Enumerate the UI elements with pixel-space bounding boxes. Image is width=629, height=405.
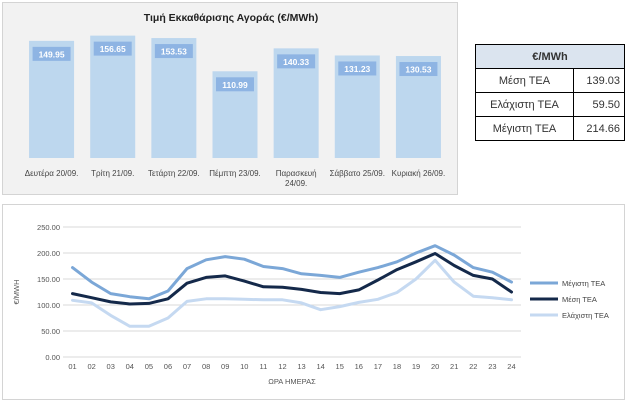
x-tick-label: 17 [374,362,382,371]
x-tick-label: 09 [221,362,229,371]
bar-chart-title: Τιμή Εκκαθάρισης Αγοράς (€/MWh) [144,12,318,24]
bar-label-box [216,77,254,92]
stats-row-mean: Μέση ΤΕΑ 139.03 [475,68,625,93]
bar-value-label: 153.53 [161,47,187,57]
bar-category-label: Πέμπτη 23/09. [209,169,261,178]
x-tick-label: 03 [107,362,115,371]
legend-label: Μέγιστη ΤΕΑ [562,279,605,288]
bar-chart-panel: Τιμή Εκκαθάρισης Αγοράς (€/MWh) 149.95 Δευ… [2,2,458,195]
bar-label-box [277,54,316,69]
series-line [71,244,513,301]
bar-category-label: Τρίτη 21/09. [91,169,134,178]
bar-label-box [338,61,377,76]
bar-category-label: Κυριακή 26/09. [392,169,446,178]
bar [90,35,136,158]
x-tick-label: 22 [469,362,477,371]
x-tick-label: 15 [336,362,344,371]
x-tick-label: 16 [355,362,363,371]
y-tick-label: 200.00 [37,249,60,258]
x-tick-label: 14 [316,362,324,371]
bar-category-label: Τετάρτη 22/09. [148,169,200,178]
stats-value-max: 214.66 [573,116,625,141]
x-tick-label: 18 [393,362,401,371]
bar-label-box [399,62,438,77]
y-tick-label: 250.00 [37,223,60,232]
x-tick-label: 11 [259,362,267,371]
x-tick-label: 06 [164,362,172,371]
bar-category-label: 24/09. [285,179,307,188]
x-tick-label: 04 [126,362,134,371]
x-axis-label: ΩΡΑ ΗΜΕΡΑΣ [268,377,316,386]
x-tick-label: 21 [450,362,458,371]
bar-value-label: 110.99 [222,80,248,90]
y-tick-label: 50.00 [41,327,60,336]
legend-label: Ελάχιστη ΤΕΑ [562,311,609,320]
x-tick-label: 24 [507,362,515,371]
x-tick-label: 12 [278,362,286,371]
price-stats-table: €/MWh Μέση ΤΕΑ 139.03 Ελάχιστη ΤΕΑ 59.50… [475,44,625,141]
x-tick-label: 13 [297,362,305,371]
x-tick-label: 20 [431,362,439,371]
stats-row-max: Μέγιστη ΤΕΑ 214.66 [475,116,625,141]
stats-label-max: Μέγιστη ΤΕΑ [475,116,574,141]
stats-value-min: 59.50 [573,92,625,117]
bar-value-label: 140.33 [283,57,309,67]
x-tick-label: 05 [145,362,153,371]
stats-table-header: €/MWh [475,44,625,69]
bar-value-label: 130.53 [405,65,431,75]
x-tick-label: 01 [68,362,76,371]
bar-value-label: 131.23 [344,64,370,74]
x-tick-label: 19 [412,362,420,371]
y-axis-label: €/MWH [12,280,21,305]
bar-value-label: 149.95 [39,49,65,59]
bar-label-box [93,41,132,56]
x-tick-label: 02 [87,362,95,371]
bar-chart: Τιμή Εκκαθάρισης Αγοράς (€/MWh) 149.95 Δευ… [25,12,446,188]
stats-label-mean: Μέση ΤΕΑ [475,68,574,93]
series-line [71,252,513,306]
stats-value-mean: 139.03 [573,68,625,93]
x-tick-label: 10 [240,362,248,371]
line-chart: 0.00 50.00 100.00 150.00 200.00 250.00 01 02 03 0… [12,223,609,386]
bar-category-label: Δευτέρα 20/09. [25,169,79,178]
stats-label-min: Ελάχιστη ΤΕΑ [475,92,574,117]
bar-category-label: Παρασκευή [276,169,317,178]
x-tick-label: 07 [183,362,191,371]
stats-table-header-row: €/MWh [475,44,625,69]
y-tick-label: 150.00 [37,275,60,284]
y-tick-label: 0.00 [45,353,60,362]
bar-label-box [32,46,71,61]
bar-label-box [154,44,193,59]
bar-value-label: 156.65 [100,44,126,54]
x-tick-label: 08 [202,362,210,371]
legend-label: Μέση ΤΕΑ [562,295,597,304]
x-tick-label: 23 [488,362,496,371]
y-tick-label: 100.00 [37,301,60,310]
stats-row-min: Ελάχιστη ΤΕΑ 59.50 [475,92,625,117]
series-line [71,258,513,328]
line-chart-panel: 0.00 50.00 100.00 150.00 200.00 250.00 01 02 03 0… [2,204,625,400]
bar-category-label: Σάββατο 25/09. [330,169,385,178]
